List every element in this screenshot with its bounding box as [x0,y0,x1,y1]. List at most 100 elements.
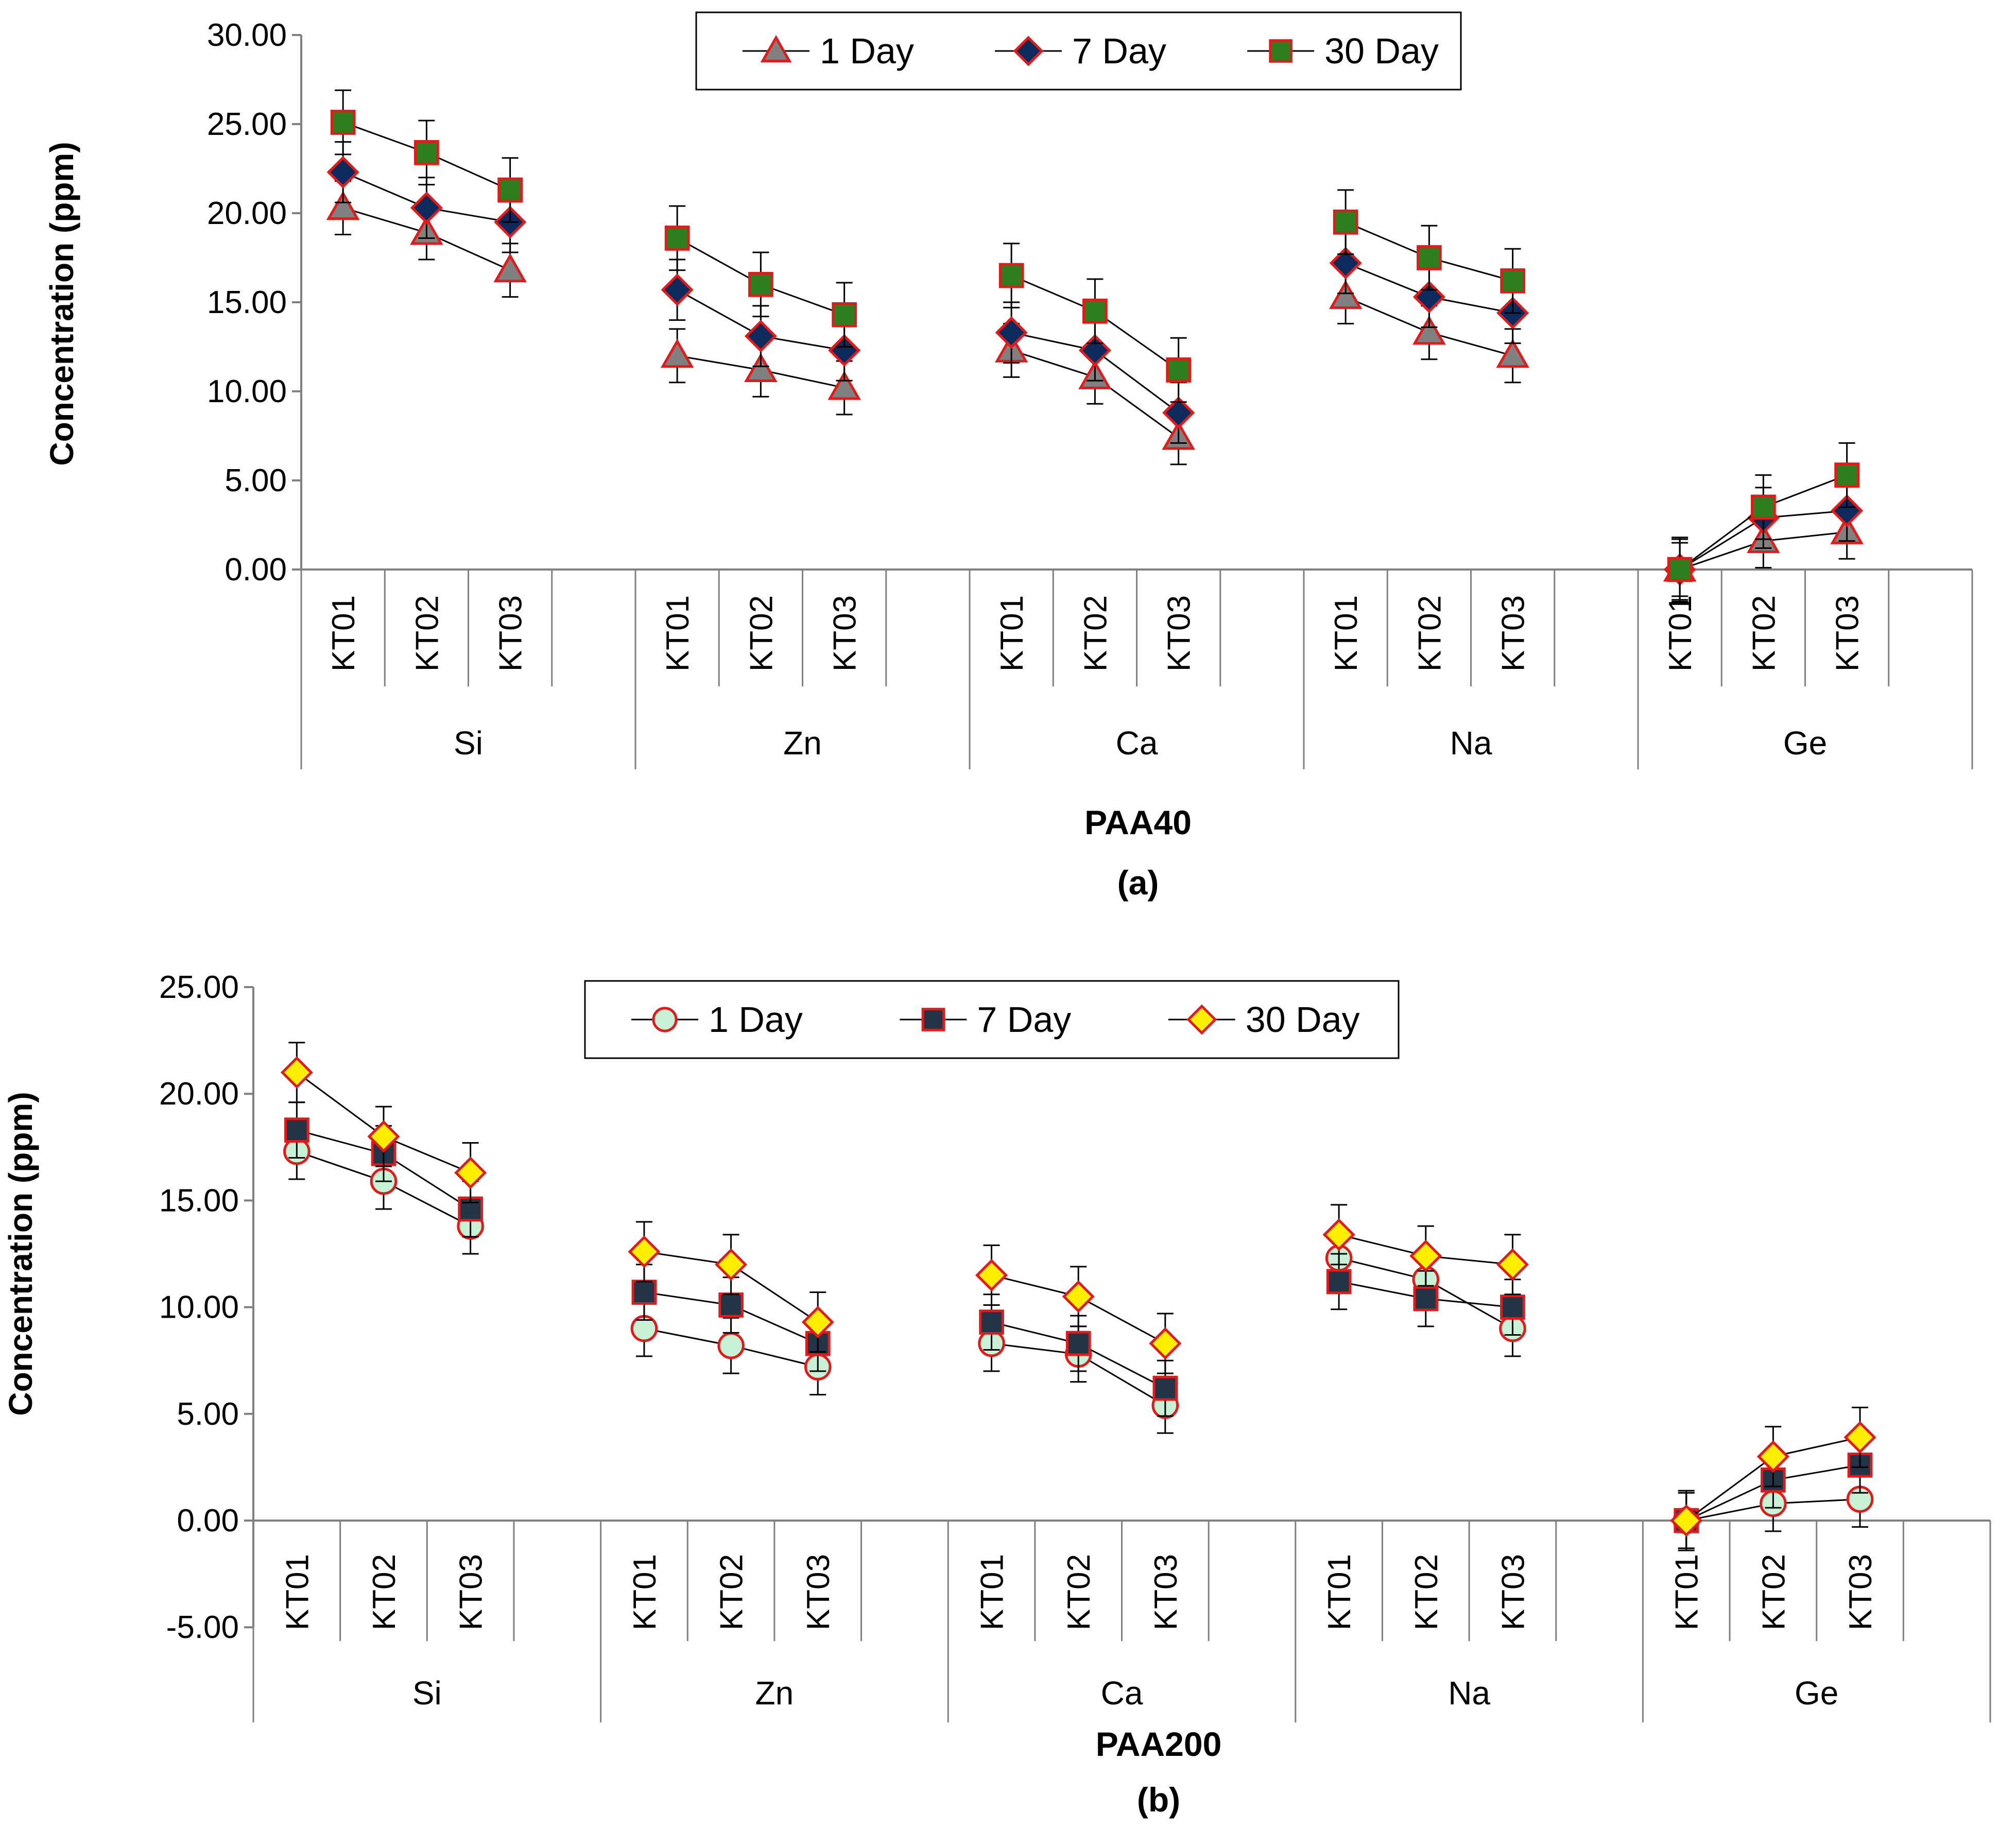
group-label: Zn [755,1675,794,1712]
category-label: KT02 [714,1554,750,1630]
group-label: Ge [1783,724,1827,762]
group-label: Ca [1116,724,1158,762]
category-label: KT02 [367,1554,402,1630]
y-tick-label: 0.00 [177,1503,239,1539]
data-point [326,156,359,188]
data-point [410,192,443,225]
data-point [660,338,694,368]
data-point [1412,315,1446,345]
data-point [664,226,690,251]
legend-label: 30 Day [1324,31,1439,71]
data-point [1329,247,1362,280]
legend-box [695,11,1462,91]
data-point [1496,338,1529,368]
data-point [1500,1295,1525,1320]
category-label: KT01 [1329,595,1364,671]
data-point [832,302,857,327]
data-point [497,177,523,203]
category-label: KT02 [1746,595,1782,671]
category-label: KT02 [1078,595,1113,671]
legend-marker [1269,39,1293,63]
category-label: KT02 [744,595,779,671]
category-label: KT03 [1148,1554,1184,1630]
data-point [717,1332,745,1359]
series-2 [330,89,1859,602]
category-label: KT01 [1322,1554,1357,1630]
legend-label: 7 Day [977,999,1071,1040]
y-tick-label: 0.00 [225,552,287,588]
legend: 1 Day 7 Day 30 Day [584,980,1400,1059]
y-tick-label: 10.00 [159,1290,239,1325]
legend-label: 1 Day [709,999,803,1040]
data-point [631,1280,657,1305]
data-point [280,1056,313,1089]
data-point [414,140,439,165]
data-point [715,1248,748,1281]
series-1 [326,141,1864,601]
category-label: KT02 [1409,1554,1444,1630]
category-label: KT01 [326,595,361,671]
legend-label: 30 Day [1246,999,1360,1040]
data-point [330,110,356,135]
data-point [801,1306,834,1339]
legend-label: 7 Day [1072,31,1166,71]
category-label: KT03 [828,595,863,671]
data-point [1751,494,1776,520]
data-point [326,191,360,220]
data-point [1831,494,1864,527]
data-point [979,1309,1004,1335]
category-label: KT02 [409,595,445,671]
data-point [975,1258,1008,1291]
category-label: KT01 [1669,1554,1705,1630]
category-label: KT03 [1496,595,1531,671]
data-point [661,273,694,306]
data-point [1500,268,1525,294]
group-label: Si [412,1675,442,1712]
data-point [1065,1331,1091,1356]
data-point [828,371,861,400]
data-point [628,1235,661,1268]
data-point [1166,357,1191,383]
chart-title: PAA200 [1096,1725,1222,1763]
data-point [744,320,777,353]
category-label: KT01 [1663,595,1698,671]
group-label: Ca [1101,1675,1143,1712]
data-point [1834,462,1859,488]
category-label: KT01 [975,1554,1010,1630]
data-point [1082,298,1108,324]
y-axis-label: Concentration (ppm) [43,142,80,465]
y-tick-label: 5.00 [177,1396,239,1432]
data-point [1756,1440,1789,1473]
y-tick-label: -5.00 [166,1610,239,1645]
y-tick-label: 25.00 [159,970,239,1005]
legend-marker [921,1008,945,1031]
group-label: Si [454,724,483,762]
data-point [1843,1421,1876,1454]
y-tick-label: 20.00 [159,1076,239,1112]
chart-caption: (a) [1117,864,1159,902]
legend-marker [1013,36,1044,66]
y-tick-label: 20.00 [207,196,287,231]
data-point [1162,396,1195,429]
y-tick-label: 10.00 [207,374,287,409]
y-tick-label: 25.00 [207,107,287,142]
data-point [1413,1286,1439,1312]
data-point [1417,245,1442,270]
data-point [1329,280,1363,309]
category-label: KT03 [1162,595,1197,671]
legend-label: 1 Day [820,31,914,71]
data-point [828,334,861,367]
legend-marker [1186,1004,1217,1035]
data-point [1670,1504,1703,1537]
chart-paa40: 0.00 5.00 10.00 15.00 20.00 25.00 30.00 KT01 KT0… [43,11,1973,902]
data-point [493,253,527,283]
category-label: KT03 [1495,1554,1531,1630]
data-point [1667,557,1693,582]
data-point [1409,1239,1442,1272]
data-point [367,1120,400,1153]
chart-caption: (b) [1137,1781,1180,1819]
category-label: KT02 [1061,1554,1097,1630]
series-0 [326,180,1864,597]
data-point [744,353,778,382]
